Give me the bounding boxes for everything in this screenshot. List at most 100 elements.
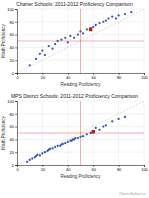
tick: 20 bbox=[41, 73, 46, 80]
tick-mark bbox=[15, 152, 17, 153]
grid bbox=[17, 101, 144, 165]
tick: 20 bbox=[10, 150, 17, 155]
tick: 40 bbox=[66, 165, 71, 172]
tick: 60 bbox=[91, 73, 96, 80]
point bbox=[82, 32, 84, 34]
point bbox=[48, 45, 50, 47]
tick-mark bbox=[15, 35, 17, 36]
point bbox=[29, 64, 31, 66]
plot-area bbox=[17, 9, 144, 73]
point bbox=[98, 22, 100, 24]
chart: 0 20 40 60 80 100 0 20 40 60 80 100 bbox=[7, 7, 148, 80]
point bbox=[90, 132, 92, 134]
title: Charter Schools: 2011-2012 Proficiency C… bbox=[16, 1, 133, 7]
y-axis-label: Math Proficiency bbox=[1, 24, 6, 58]
point bbox=[67, 41, 69, 43]
point bbox=[41, 152, 43, 154]
point bbox=[57, 40, 59, 42]
point bbox=[51, 147, 53, 149]
point bbox=[39, 154, 41, 156]
chart: 020406080100020406080100 bbox=[7, 99, 148, 172]
point bbox=[117, 118, 119, 120]
point bbox=[57, 145, 59, 147]
axis-domain bbox=[15, 10, 18, 74]
point bbox=[92, 131, 94, 133]
point bbox=[36, 154, 38, 156]
tick-mark bbox=[15, 165, 17, 166]
point bbox=[54, 146, 56, 148]
diagonal-reference bbox=[17, 101, 144, 165]
point bbox=[26, 161, 28, 163]
point bbox=[51, 48, 53, 50]
series bbox=[29, 11, 133, 66]
tick: 60 bbox=[10, 124, 17, 129]
x-axis: 0 20 40 60 80 100 bbox=[16, 73, 148, 80]
tick-label: 40 bbox=[66, 75, 71, 80]
x-axis-label: Reading Proficiency bbox=[60, 82, 101, 87]
tick: 20 bbox=[10, 58, 17, 63]
point bbox=[124, 116, 126, 118]
point bbox=[102, 125, 104, 127]
tick-mark bbox=[15, 22, 17, 23]
point bbox=[31, 157, 33, 159]
point bbox=[102, 21, 104, 23]
tick-label: 40 bbox=[66, 167, 71, 172]
plot-area bbox=[17, 101, 144, 165]
tick-mark bbox=[15, 73, 17, 74]
tick-label: 0 bbox=[12, 71, 15, 76]
y-axis: 0 20 40 60 80 100 bbox=[7, 7, 17, 76]
tick-mark bbox=[15, 114, 17, 115]
tick-label: 60 bbox=[91, 75, 96, 80]
series bbox=[89, 28, 92, 31]
horizontal-reference bbox=[17, 41, 144, 42]
point bbox=[64, 142, 66, 144]
tick-mark bbox=[15, 101, 17, 102]
point bbox=[86, 28, 88, 30]
watermark: CharterSchool.us bbox=[119, 192, 146, 196]
point bbox=[77, 33, 79, 35]
tick: 60 bbox=[10, 32, 17, 37]
point bbox=[130, 11, 132, 13]
tick: 80 bbox=[117, 73, 122, 80]
tick: 80 bbox=[117, 165, 122, 172]
point bbox=[60, 39, 62, 41]
tick-label: 80 bbox=[10, 20, 15, 25]
tick-mark bbox=[15, 47, 17, 48]
tick: 40 bbox=[10, 45, 17, 50]
highlight-point bbox=[91, 130, 94, 133]
axis-domain bbox=[18, 74, 145, 76]
tick-label: 20 bbox=[10, 58, 15, 63]
tick-label: 20 bbox=[41, 75, 46, 80]
marks bbox=[17, 9, 144, 73]
point bbox=[44, 151, 46, 153]
tick-label: 0 bbox=[16, 75, 19, 80]
point bbox=[117, 14, 119, 16]
tick: 0 bbox=[16, 73, 19, 80]
tick: 0 bbox=[12, 71, 17, 76]
point bbox=[74, 137, 76, 139]
point bbox=[29, 159, 31, 161]
tick: 40 bbox=[10, 137, 17, 142]
point bbox=[41, 49, 43, 51]
point bbox=[82, 135, 84, 137]
point bbox=[124, 13, 126, 15]
tick-label: 40 bbox=[10, 137, 15, 142]
tick-label: 20 bbox=[10, 150, 15, 155]
point bbox=[95, 24, 97, 26]
diagonal-reference bbox=[17, 9, 144, 73]
point bbox=[54, 43, 56, 45]
point bbox=[107, 17, 109, 19]
point bbox=[73, 37, 75, 39]
tick: 100 bbox=[141, 73, 148, 80]
tick: 40 bbox=[66, 73, 71, 80]
point bbox=[92, 26, 94, 28]
tick: 80 bbox=[10, 20, 17, 25]
tick: 0 bbox=[16, 165, 19, 172]
tick-label: 60 bbox=[10, 32, 15, 37]
point bbox=[67, 141, 69, 143]
tick: 100 bbox=[7, 7, 17, 12]
point bbox=[95, 127, 97, 129]
highlight-point bbox=[89, 28, 92, 31]
tick-label: 0 bbox=[16, 167, 19, 172]
point bbox=[111, 16, 113, 18]
